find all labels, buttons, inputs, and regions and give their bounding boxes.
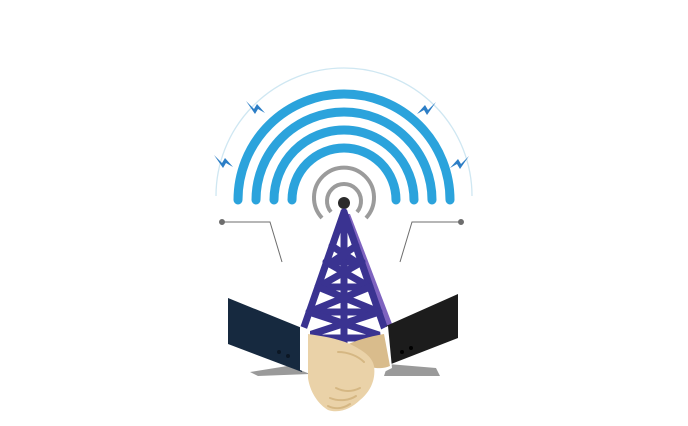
lightning-bolt-icon — [214, 155, 233, 168]
tower-leg-right — [340, 208, 396, 354]
connector-lines — [219, 219, 464, 263]
tower-cross — [322, 258, 374, 291]
beacon-ring-inner — [325, 182, 363, 214]
tower-cross — [296, 308, 383, 342]
signal-wave-1 — [233, 89, 455, 205]
signal-wave-3 — [269, 125, 419, 205]
sleeve-right — [386, 294, 458, 366]
connector-line-left — [222, 221, 283, 263]
lightning-bolts — [214, 101, 469, 169]
beacon-ring-outer — [312, 165, 376, 220]
signal-waves-icon — [233, 89, 455, 205]
sleeve-button — [286, 354, 290, 358]
beacon-icon — [312, 165, 376, 220]
signal-wave-4 — [287, 143, 401, 205]
sleeve-button — [409, 346, 413, 350]
tower-leg-left — [292, 208, 348, 354]
tower-cross — [305, 283, 374, 316]
outer-signal-ring — [215, 67, 473, 197]
beacon-dot — [338, 197, 350, 209]
handshake-icon — [228, 294, 458, 412]
connector-line-right — [399, 221, 461, 263]
lightning-bolt-icon — [417, 102, 436, 115]
finger-line — [329, 395, 357, 402]
thumb-line — [337, 351, 365, 363]
signal-wave-2 — [251, 107, 437, 205]
tower-cross — [328, 242, 360, 266]
finger-line — [327, 403, 351, 410]
shadow-right — [384, 364, 440, 376]
sleeve-button — [400, 350, 404, 354]
hand-left — [308, 334, 375, 412]
lightning-bolt-icon — [450, 156, 469, 169]
finger-line — [335, 387, 361, 392]
sleeve-button — [277, 350, 281, 354]
tower-cross — [314, 258, 366, 291]
sleeve-left — [228, 298, 302, 372]
lightning-bolt-icon — [246, 101, 265, 114]
cuff-left — [300, 326, 310, 374]
radio-tower-icon — [292, 208, 402, 354]
